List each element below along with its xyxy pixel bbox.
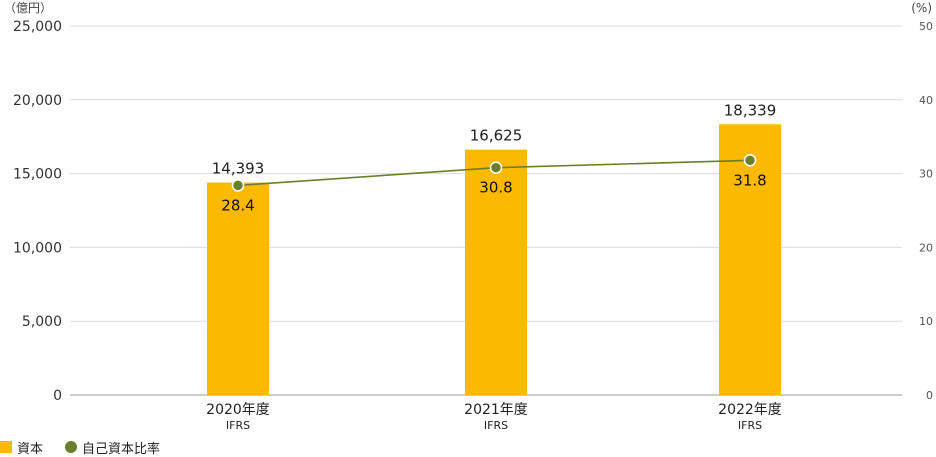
- legend-swatch-capital: [0, 441, 12, 453]
- right-axis-unit: (%): [911, 1, 932, 15]
- bar-value-label: 14,393: [212, 160, 265, 178]
- left-axis-ticks: 0 5,000 10,000 15,000 20,000 25,000: [13, 19, 62, 404]
- legend-label-equity-ratio: 自己資本比率: [82, 441, 161, 457]
- category-label: 2021年度: [464, 402, 528, 418]
- bars: [207, 124, 781, 396]
- ratio-value-label: 28.4: [221, 196, 254, 214]
- right-axis-ticks: 0 10 20 30 40 50: [919, 20, 933, 402]
- ratio-point: [489, 161, 503, 174]
- left-tick-label: 20,000: [13, 93, 62, 109]
- category-sublabel: IFRS: [738, 419, 762, 432]
- bar: [719, 124, 781, 396]
- left-tick-label: 15,000: [13, 167, 62, 183]
- legend: 資本 自己資本比率: [0, 438, 182, 457]
- legend-swatch-equity-ratio: [65, 441, 78, 453]
- bar-value-label: 16,625: [470, 127, 523, 145]
- ratio-point: [743, 154, 757, 167]
- bar: [207, 182, 269, 395]
- left-tick-label: 25,000: [13, 19, 62, 35]
- chart: （億円） (%) 05,00010,00015,00020,00025,000 …: [4, 1, 933, 432]
- ratio-line-layer: 28.4 30.8 31.8: [221, 154, 767, 214]
- bar-labels: 14,393 16,625 18,339: [212, 101, 777, 177]
- left-tick-label: 10,000: [13, 240, 62, 256]
- right-tick-label: 40: [919, 94, 933, 107]
- legend-label-capital: 資本: [17, 441, 44, 457]
- legend-item-equity-ratio: 自己資本比率: [65, 438, 160, 457]
- ratio-value-label: 31.8: [733, 171, 766, 189]
- category-sublabel: IFRS: [226, 419, 250, 432]
- category-label: 2020年度: [206, 402, 270, 418]
- left-tick-label: 5,000: [22, 314, 62, 330]
- bar: [465, 149, 527, 395]
- left-axis-unit: （億円）: [4, 1, 52, 15]
- right-tick-label: 20: [919, 241, 933, 254]
- left-tick-label: 0: [53, 388, 62, 404]
- ratio-value-label: 30.8: [479, 179, 512, 197]
- legend-item-capital: 資本: [0, 438, 43, 457]
- bar-value-label: 18,339: [724, 101, 777, 119]
- ratio-point: [231, 179, 245, 192]
- right-tick-label: 50: [919, 20, 933, 33]
- right-tick-label: 30: [919, 168, 933, 181]
- category-label: 2022年度: [718, 402, 782, 418]
- category-sublabel: IFRS: [484, 419, 508, 432]
- right-tick-label: 0: [926, 389, 933, 402]
- right-tick-label: 10: [919, 315, 933, 328]
